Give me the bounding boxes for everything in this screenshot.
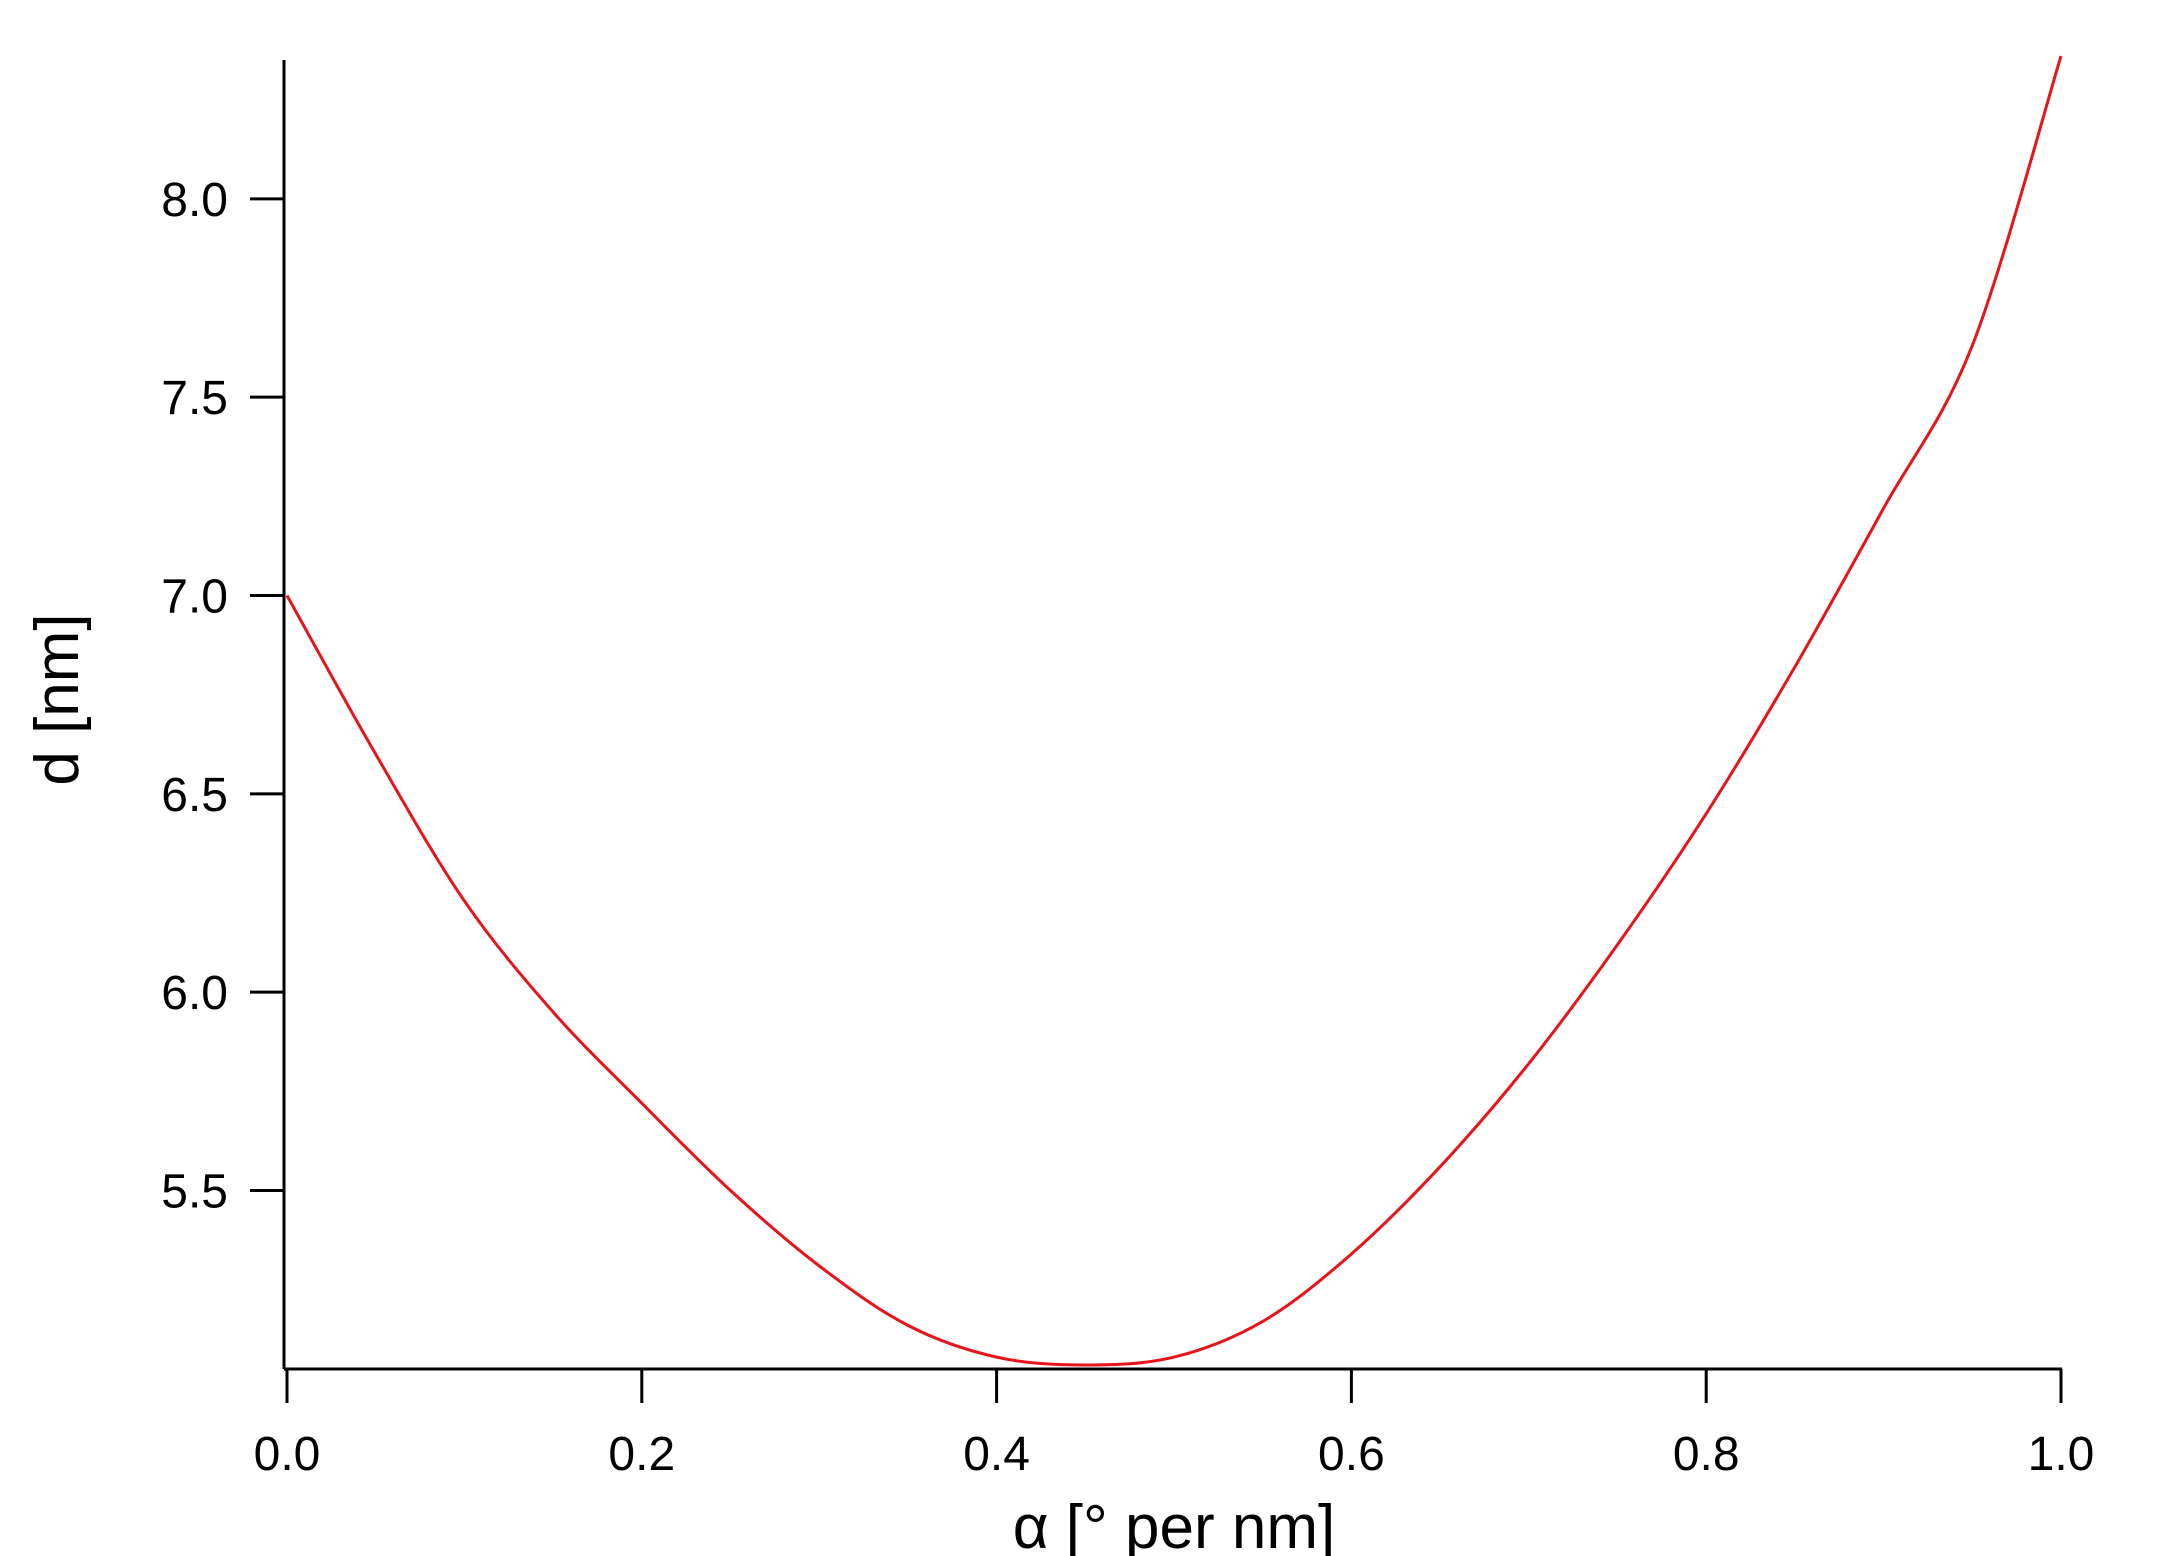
x-tick-label: 0.6 bbox=[1318, 1428, 1385, 1481]
y-tick-label: 7.5 bbox=[161, 372, 228, 425]
y-tick-label: 5.5 bbox=[161, 1166, 228, 1219]
y-tick-label: 6.5 bbox=[161, 769, 228, 822]
y-tick-label: 8.0 bbox=[161, 174, 228, 227]
x-tick-label: 0.8 bbox=[1673, 1428, 1740, 1481]
x-axis-title: α [° per nm] bbox=[1013, 1493, 1336, 1556]
y-tick-label: 6.0 bbox=[161, 967, 228, 1020]
y-axis-title: d [nm] bbox=[23, 613, 92, 785]
series-line bbox=[285, 55, 2063, 1367]
x-tick-label: 1.0 bbox=[2028, 1428, 2095, 1481]
y-ticks: 5.5 6.0 6.5 7.0 7.5 8.0 bbox=[161, 174, 284, 1219]
x-tick-label: 0.4 bbox=[963, 1428, 1030, 1481]
plot-area bbox=[285, 55, 2063, 1367]
y-tick-label: 7.0 bbox=[161, 571, 228, 624]
x-ticks: 0.0 0.2 0.4 0.6 0.8 1.0 bbox=[254, 1369, 2095, 1481]
x-tick-label: 0.2 bbox=[608, 1428, 675, 1481]
x-tick-label: 0.0 bbox=[254, 1428, 321, 1481]
